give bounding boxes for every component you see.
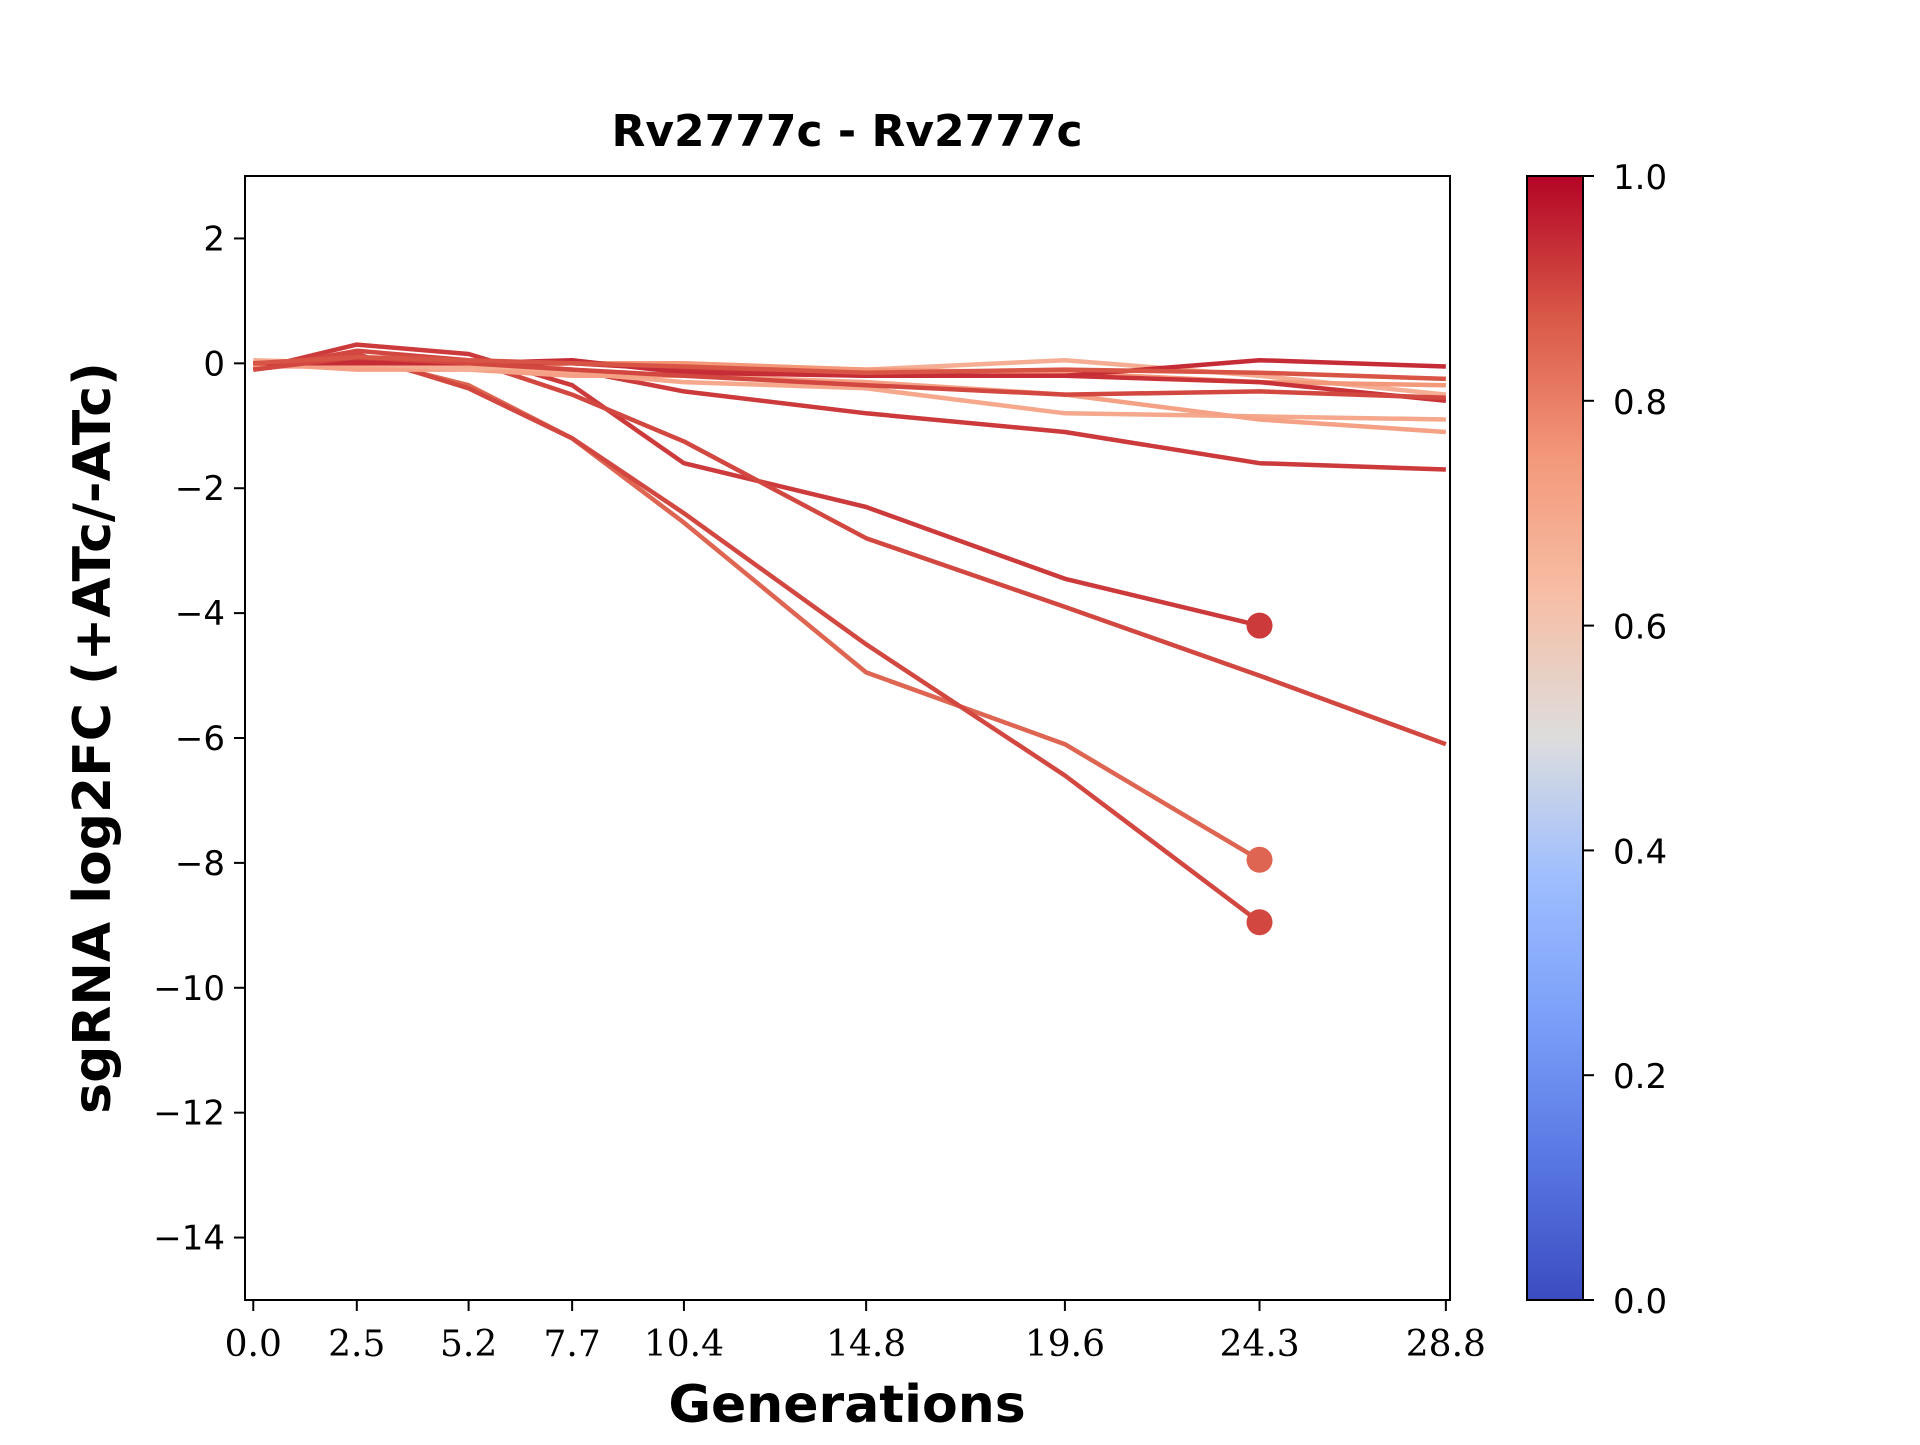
chart-title: Rv2777c - Rv2777c <box>611 106 1082 157</box>
colorbar-tick-label: 0.8 <box>1613 383 1667 423</box>
y-tick-label: 0 <box>203 344 225 384</box>
y-tick-label: −10 <box>153 969 225 1009</box>
colorbar-gradient <box>1526 175 1584 1301</box>
x-tick-label: 2.5 <box>328 1324 385 1365</box>
colorbar-tick-label: 0.4 <box>1613 832 1667 872</box>
y-tick-label: −12 <box>153 1094 225 1134</box>
y-tick-label: 2 <box>203 219 225 259</box>
y-tick-label: −2 <box>175 469 225 509</box>
marker-layer <box>1246 612 1273 936</box>
y-axis-ticks: 2 0 −2 −4 −6 −8 −10 −12 −14 <box>153 219 245 1259</box>
x-tick-label: 14.8 <box>826 1324 906 1365</box>
y-tick-label: −6 <box>175 719 225 759</box>
x-axis-label: Generations <box>668 1375 1025 1435</box>
series-end-marker <box>1246 846 1273 873</box>
colorbar-tick-label: 0.6 <box>1613 608 1667 648</box>
series-line <box>252 342 1261 628</box>
x-axis-ticks: 0.0 2.5 5.2 7.7 10.4 14.8 19.6 24.3 28.8 <box>225 1300 1486 1365</box>
y-tick-label: −4 <box>175 594 225 634</box>
series-layer <box>252 342 1447 924</box>
series-line <box>253 354 1261 862</box>
x-tick-label: 7.7 <box>543 1324 600 1365</box>
series-end-marker <box>1246 612 1273 639</box>
x-tick-label: 0.0 <box>225 1324 282 1365</box>
series-line <box>253 357 1446 379</box>
series-line <box>253 354 1446 382</box>
y-tick-label: −8 <box>175 844 225 884</box>
plot-frame <box>244 175 1451 1301</box>
colorbar-ticks: 0.0 0.2 0.4 0.6 0.8 1.0 <box>1583 158 1667 1322</box>
x-tick-label: 28.8 <box>1406 1324 1486 1365</box>
y-axis-label: sgRNA log2FC (+ATc/-ATc) <box>63 362 123 1114</box>
colorbar-tick-label: 1.0 <box>1613 158 1667 198</box>
x-tick-label: 5.2 <box>440 1324 497 1365</box>
x-tick-label: 10.4 <box>644 1324 724 1365</box>
y-tick-label: −14 <box>153 1219 225 1259</box>
series-line <box>252 348 1447 747</box>
colorbar-tick-label: 0.0 <box>1613 1282 1667 1322</box>
x-tick-label: 24.3 <box>1219 1324 1299 1365</box>
x-tick-label: 19.6 <box>1025 1324 1105 1365</box>
series-end-marker <box>1246 909 1273 936</box>
colorbar-tick-label: 0.2 <box>1613 1057 1667 1097</box>
